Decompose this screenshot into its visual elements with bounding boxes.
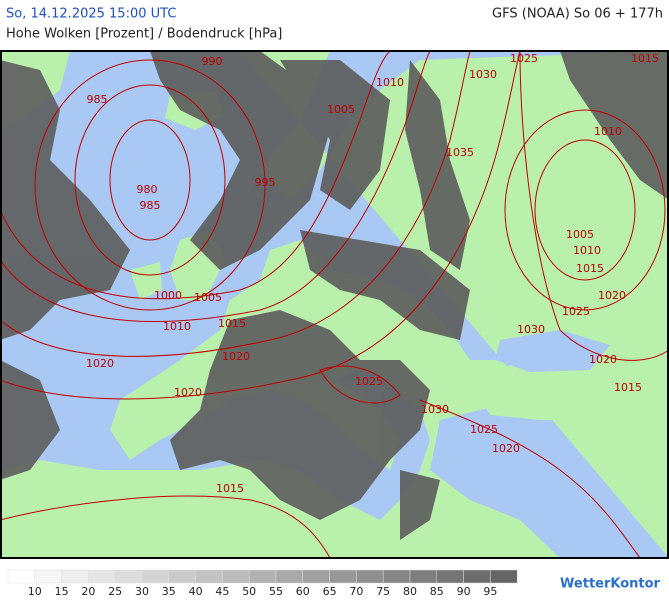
isobar-label: 1015 [614,381,642,394]
legend-swatch [329,569,357,584]
legend-swatch [409,569,438,584]
legend-swatch [490,569,518,584]
isobar-label: 1025 [470,423,498,436]
legend-label: 80 [403,585,417,598]
isobar-label: 1020 [589,353,617,366]
legend-swatch [168,569,196,584]
legend-swatch [302,569,330,584]
isobar-label: 1015 [576,262,604,275]
legend-swatch [222,569,250,584]
isobar-label: 1005 [566,228,594,241]
legend: 10 15 20 25 30 35 40 45 50 55 60 65 70 75 80 85 90 95 [7,569,518,598]
isobar-label: 980 [137,183,158,196]
isobar-label: 1025 [562,305,590,318]
legend-label: 70 [349,585,363,598]
isobar-label: 1010 [163,320,191,333]
legend-label: 65 [323,585,337,598]
legend-label: 55 [269,585,283,598]
isobar-label: 1015 [631,52,659,65]
legend-label: 90 [457,585,471,598]
isobar-label: 1020 [86,357,114,370]
legend-label: 50 [242,585,256,598]
legend-label: 15 [55,585,69,598]
isobar-label: 1025 [355,375,383,388]
legend-swatch [275,569,304,584]
legend-label: 95 [483,585,497,598]
model-run: GFS (NOAA) So 06 + 177h [492,7,663,22]
isobar-label: 1000 [154,289,182,302]
isobar-label: 1005 [327,103,355,116]
isobar-label: 1030 [469,68,497,81]
legend-swatch [195,569,223,584]
legend-swatch [114,569,143,584]
logo: WetterKontor [560,577,661,592]
datetime: So, 14.12.2025 15:00 UTC [6,7,176,22]
legend-label: 40 [189,585,203,598]
legend-label: 20 [81,585,95,598]
legend-swatch [356,569,384,584]
isobar-label: 985 [87,93,108,106]
legend-swatch [61,569,89,584]
black-sea [495,330,610,372]
legend-swatch [463,569,491,584]
legend-label: 85 [430,585,444,598]
map-title: Hohe Wolken [Prozent] / Bodendruck [hPa] [6,27,282,42]
map: 990 1025 1015 1010 1030 985 1005 1035 1010 980 985… [0,50,669,559]
isobar-label: 1015 [218,317,246,330]
map-frame [0,50,669,559]
legend-swatch [141,569,170,584]
isobar-label: 1035 [446,146,474,159]
legend-label: 75 [376,585,390,598]
isobar-label: 1005 [194,291,222,304]
isobar-label: 1010 [376,76,404,89]
isobar-label: 1020 [492,442,520,455]
legend-label: 45 [215,585,229,598]
legend-swatch [248,569,277,584]
isobar-label: 1010 [594,125,622,138]
legend-label: 10 [28,585,42,598]
isobar-label: 1025 [510,52,538,65]
legend-label: 30 [135,585,149,598]
legend-swatch [7,569,36,584]
legend-swatch [382,569,411,584]
isobar-label: 1015 [216,482,244,495]
legend-label: 35 [162,585,176,598]
isobar-label: 1030 [517,323,545,336]
high-clouds [1,51,668,540]
isobar-label: 990 [202,55,223,68]
legend-label: 60 [296,585,310,598]
legend-swatch [88,569,116,584]
legend-label: 25 [108,585,122,598]
isobar-label: 1020 [174,386,202,399]
legend-swatch [34,569,62,584]
isobar-label: 1020 [598,289,626,302]
isobar-label: 985 [140,199,161,212]
legend-swatch [436,569,464,584]
isobar-label: 1010 [573,244,601,257]
isobar-label: 1030 [421,403,449,416]
isobar-label: 1020 [222,350,250,363]
isobar-label: 995 [255,176,276,189]
isobar-labels: 990 1025 1015 1010 1030 985 1005 1035 1010 980 985… [86,52,659,495]
isobars [1,51,668,558]
